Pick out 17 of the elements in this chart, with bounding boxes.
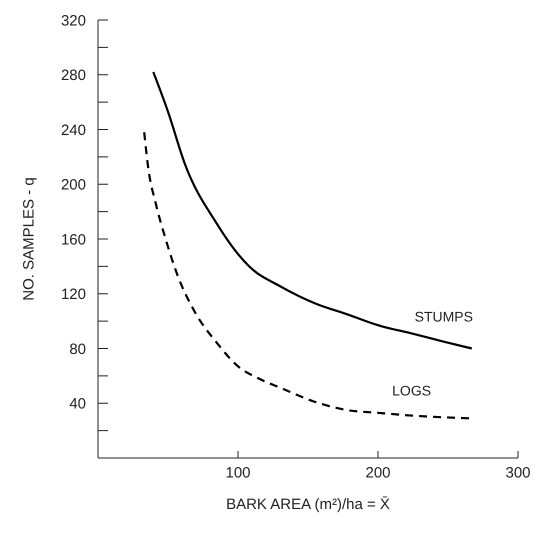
- x-axis-title: BARK AREA (m²)/ha = X̄: [226, 496, 390, 513]
- series-label: LOGS: [392, 382, 432, 399]
- y-tick-label: 200: [60, 176, 86, 194]
- line-series: [143, 131, 470, 420]
- y-tick-label: 80: [69, 340, 86, 358]
- y-tick-label: 240: [60, 122, 86, 139]
- line-series: [152, 70, 473, 350]
- series-label: STUMPS: [414, 308, 473, 325]
- x-tick-label: 200: [365, 464, 391, 482]
- x-tick-label: 300: [505, 464, 531, 482]
- y-tick-label: 40: [69, 396, 86, 413]
- y-tick-label: 160: [60, 231, 86, 248]
- y-tick-label: 320: [60, 12, 86, 30]
- y-tick-label: 120: [60, 286, 86, 304]
- y-axis-title: NO. SAMPLES - q: [20, 177, 38, 301]
- y-tick-label: 280: [60, 67, 86, 84]
- x-tick-label: 100: [225, 464, 251, 482]
